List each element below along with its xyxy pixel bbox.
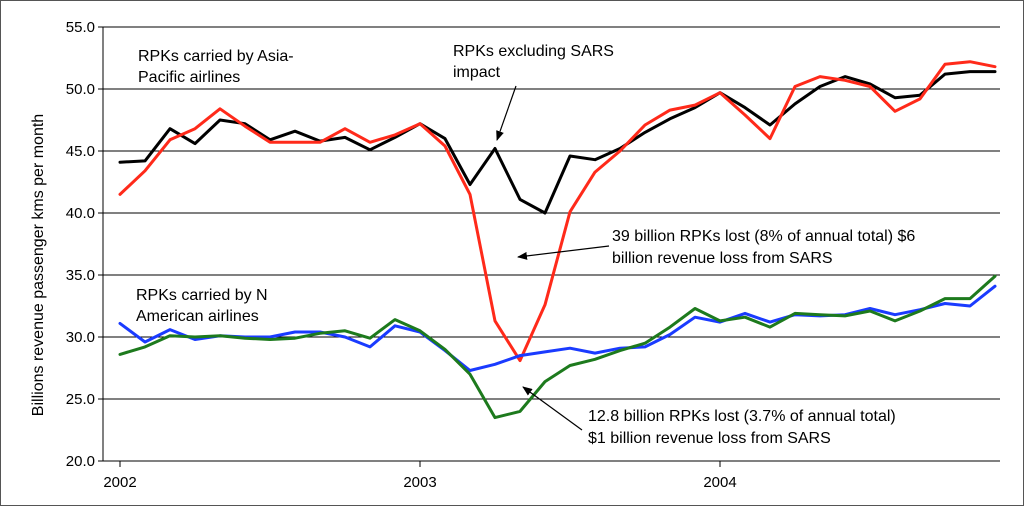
y-tick-label: 30.0 [66,329,95,346]
y-tick-label: 50.0 [66,81,95,98]
series-line-3 [118,274,997,420]
x-tick-label: 2002 [103,474,136,491]
asia-label-line2: Pacific airlines [138,69,240,86]
na-loss-arrow [522,386,583,431]
na-loss-label-line2: $1 billion revenue loss from SARS [588,430,831,447]
na-loss-label-line1: 12.8 billion RPKs lost (3.7% of annual t… [588,408,896,425]
y-tick-label: 35.0 [66,267,95,284]
y-axis-ticks: 20.0 25.0 30.0 35.0 40.0 45.0 50.0 55.0 [66,19,103,470]
asia-loss-arrow [517,245,610,260]
asia-label-line1: RPKs carried by Asia- [138,48,294,65]
series-lines [118,60,997,420]
excl-sars-label-line1: RPKs excluding SARS [453,43,614,60]
y-tick-label: 25.0 [66,391,95,408]
series-line-0 [118,70,997,215]
y-axis-label: Billions revenue passenger kms per month [30,114,47,416]
x-axis-ticks: 2002 2003 2004 [103,461,737,491]
excl-sars-label-line2: impact [453,64,501,81]
y-tick-label: 55.0 [66,19,95,36]
series-line-1 [118,60,997,363]
na-label-line1: RPKs carried by N [136,287,268,304]
na-label-line2: American airlines [136,308,259,325]
excl-sars-arrow [496,85,517,141]
asia-loss-label-line2: billion revenue loss from SARS [612,250,833,267]
axes [102,27,1000,462]
x-tick-label: 2004 [703,474,736,491]
y-tick-label: 40.0 [66,205,95,222]
y-tick-label: 45.0 [66,143,95,160]
x-tick-label: 2003 [403,474,436,491]
y-tick-label: 20.0 [66,453,95,470]
asia-loss-label-line1: 39 billion RPKs lost (8% of annual total… [612,228,915,245]
